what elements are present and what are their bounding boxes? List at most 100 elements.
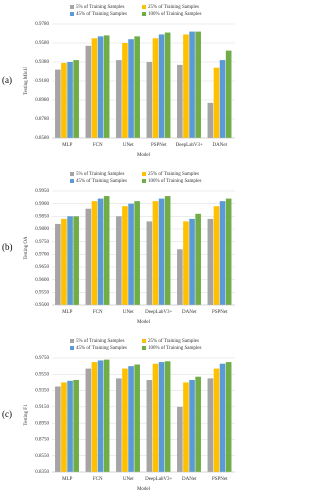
legend-label: 25% of Training Samples <box>148 172 199 177</box>
x-tick-label: FCN <box>93 310 103 315</box>
x-tick-label: UNet <box>123 310 134 315</box>
bar <box>128 203 134 305</box>
bar <box>177 249 183 305</box>
x-tick-label: DeepLabV3+ <box>176 143 203 148</box>
bar <box>164 196 171 305</box>
y-tick-label: 0.9850 <box>35 214 49 219</box>
bar <box>55 386 61 472</box>
bar <box>61 382 67 472</box>
bar <box>97 198 104 305</box>
bar <box>189 379 195 472</box>
legend-swatch <box>142 179 146 183</box>
legend-swatch <box>142 339 146 343</box>
bar <box>225 50 232 138</box>
legend-label: 5% of Training Samples <box>76 339 125 344</box>
y-tick-label: 0.9950 <box>35 189 49 194</box>
y-tick-label: 0.8580 <box>35 136 49 141</box>
bar <box>103 359 110 472</box>
legend-label: 45% of Training Samples <box>76 346 127 351</box>
x-tick-label: PSPNet <box>151 143 167 148</box>
x-tick-label: UNet <box>123 477 134 482</box>
bar <box>213 368 220 472</box>
bar <box>152 201 159 305</box>
bar <box>219 363 226 472</box>
bar <box>97 36 104 138</box>
panel-label: (a) <box>2 75 12 85</box>
bar <box>225 198 232 305</box>
bar <box>73 379 79 472</box>
bar <box>55 223 61 305</box>
bar <box>219 201 226 305</box>
bar <box>116 378 122 472</box>
bar <box>85 208 92 305</box>
y-tick-label: 0.9650 <box>35 265 49 270</box>
y-tick-label: 0.9150 <box>35 405 49 410</box>
y-tick-label: 0.8550 <box>35 454 49 459</box>
bar <box>116 60 122 138</box>
bar <box>55 69 61 138</box>
y-tick-label: 0.9700 <box>35 252 49 257</box>
legend-label: 25% of Training Samples <box>148 339 199 344</box>
y-tick-label: 0.8780 <box>35 117 49 122</box>
legend-label: 100% of Training Samples <box>148 346 202 351</box>
bar <box>103 196 110 305</box>
legend-swatch <box>70 346 74 350</box>
legend-swatch <box>142 346 146 350</box>
y-axis-title: Testing F1 <box>24 404 29 426</box>
legend-label: 5% of Training Samples <box>76 172 125 177</box>
bar <box>67 62 73 138</box>
bar <box>152 38 159 138</box>
x-tick-label: DANet <box>213 143 228 148</box>
legend-swatch <box>142 12 146 16</box>
bar <box>91 201 98 305</box>
y-tick-label: 0.9780 <box>35 22 49 27</box>
x-axis-title: Model <box>137 320 151 325</box>
bar <box>219 60 226 138</box>
bar <box>73 60 79 138</box>
bar <box>183 34 189 139</box>
legend-swatch <box>70 179 74 183</box>
x-tick-label: DeepLabV3+ <box>145 477 172 482</box>
bar <box>164 361 171 472</box>
y-tick-label: 0.9600 <box>35 278 49 283</box>
y-tick-label: 0.9380 <box>35 60 49 65</box>
bar <box>177 64 183 138</box>
bar <box>91 362 98 472</box>
bar <box>91 38 98 138</box>
legend-swatch <box>142 172 146 176</box>
bar <box>73 216 79 305</box>
x-tick-label: PSPNet <box>212 477 228 482</box>
y-tick-label: 0.9180 <box>35 79 49 84</box>
x-tick-label: FCN <box>93 143 103 148</box>
bar <box>225 362 232 472</box>
y-tick-label: 0.8980 <box>35 98 49 103</box>
bar <box>128 39 134 139</box>
bar <box>85 368 92 472</box>
bar <box>158 34 165 139</box>
bar <box>122 206 128 305</box>
legend-swatch <box>70 12 74 16</box>
bar <box>134 364 140 472</box>
bar <box>207 218 214 305</box>
bar <box>213 206 220 305</box>
legend-label: 100% of Training Samples <box>148 12 202 17</box>
x-tick-label: MLP <box>62 310 73 315</box>
bar <box>122 43 128 138</box>
bar <box>67 380 73 472</box>
x-tick-label: DANet <box>182 477 197 482</box>
y-tick-label: 0.9500 <box>35 303 49 308</box>
y-tick-label: 0.8750 <box>35 438 49 443</box>
bar <box>97 360 104 472</box>
bar <box>67 216 73 305</box>
legend-swatch <box>70 339 74 343</box>
x-tick-label: UNet <box>123 143 134 148</box>
bar <box>158 362 165 472</box>
bar <box>195 31 201 139</box>
panel-label: (c) <box>2 409 12 419</box>
y-tick-label: 0.8350 <box>35 470 49 475</box>
x-axis-title: Model <box>137 153 151 158</box>
y-tick-label: 0.9750 <box>35 356 49 361</box>
bar <box>164 32 171 138</box>
legend-label: 25% of Training Samples <box>148 5 199 10</box>
